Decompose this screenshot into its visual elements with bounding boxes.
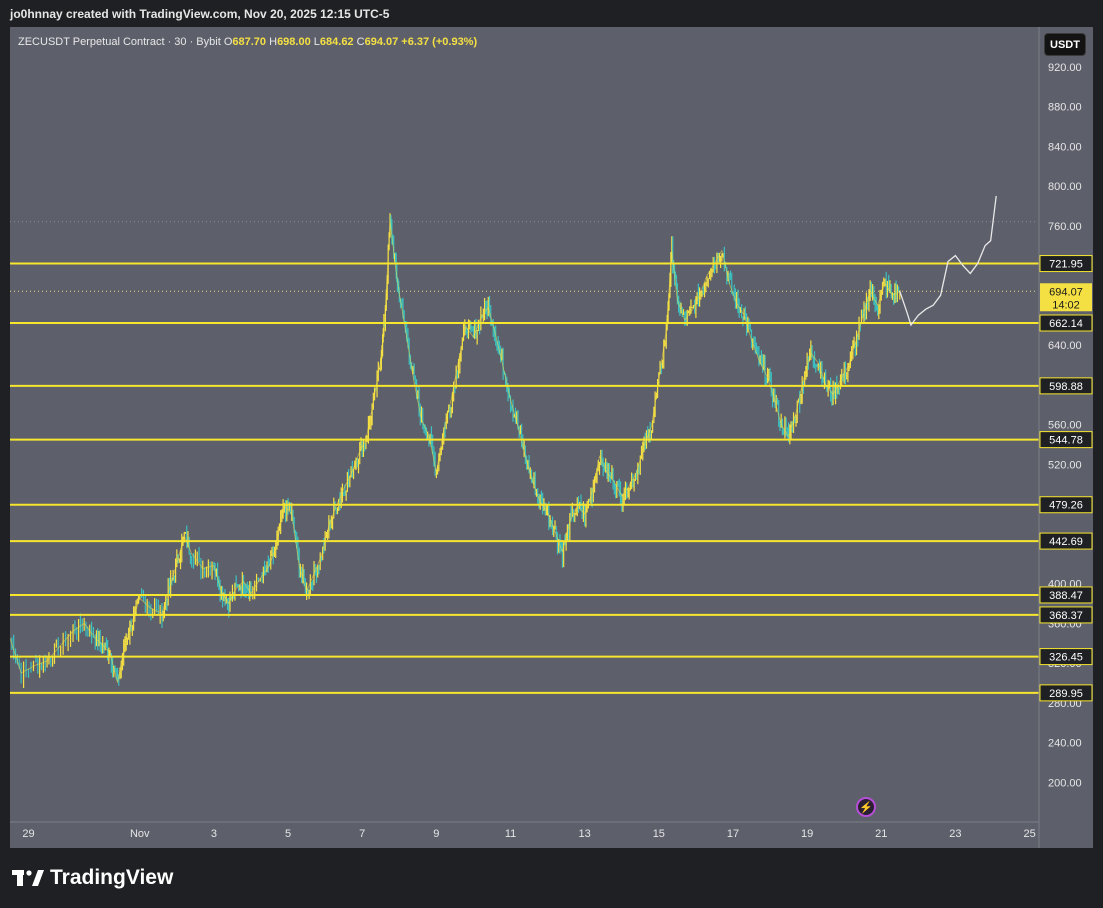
x-tick-label: 29 [22,828,34,840]
level-price-label: 662.14 [1049,318,1083,330]
level-price-label: 479.26 [1049,500,1083,512]
x-tick-label: 25 [1023,828,1035,840]
level-price-label: 289.95 [1049,688,1083,700]
y-tick-label: 560.00 [1048,420,1082,432]
x-tick-label: 11 [505,828,516,840]
x-tick-label: 3 [211,828,217,840]
x-tick-label: 23 [949,828,961,840]
dotted-levels [10,221,1037,292]
close-label: C [356,36,365,48]
x-tick-label: Nov [130,828,150,840]
x-tick-label: 7 [359,828,365,840]
tradingview-brand[interactable]: TradingView [12,866,173,890]
level-price-tag [1039,648,1093,666]
level-lines [10,262,1039,694]
current-price-label: 694.07 [1049,286,1083,298]
level-price-tag [1039,586,1093,604]
level-price-label: 544.78 [1049,435,1083,447]
x-tick-label: 21 [875,828,887,840]
y-tick-label: 920.00 [1048,62,1082,74]
projection-line [899,195,997,327]
chart-area[interactable]: 200.00240.00280.00320.00360.00400.00440.… [10,27,1093,848]
y-tick-label: 200.00 [1048,777,1082,789]
brand-text: TradingView [50,866,174,889]
x-tick-label: 13 [579,828,591,840]
chart-attribution: jo0hnnay created with TradingView.com, N… [10,7,390,21]
y-tick-label: 800.00 [1048,181,1082,193]
level-price-tag [1039,255,1093,273]
symbol-name: ZECUSDT Perpetual Contract · 30 · Bybit [18,36,221,48]
close-value: 694.07 [364,36,399,48]
level-price-tag [1039,377,1093,395]
level-price-label: 388.47 [1049,590,1083,602]
current-price-tag [1040,283,1092,312]
level-price-tag [1039,496,1093,514]
countdown-label: 14:02 [1052,299,1080,311]
lightning-icon[interactable]: ⚡ [856,797,876,817]
level-price-label: 368.37 [1049,610,1083,622]
x-tick-label: 5 [285,828,291,840]
price-line [10,220,901,683]
level-price-label: 326.45 [1049,652,1083,664]
y-tick-label: 640.00 [1048,340,1082,352]
level-price-tags: 721.95 662.14 598.88 544.78 479.26 442.69 388.… [1039,255,1093,702]
x-tick-label: 9 [433,828,439,840]
level-price-tag [1039,532,1093,550]
level-price-label: 598.88 [1049,381,1083,393]
symbol-legend: ZECUSDT Perpetual Contract · 30 · Bybit … [18,36,477,48]
x-tick-label: 19 [801,828,813,840]
level-price-label: 721.95 [1049,259,1083,271]
level-price-label: 442.69 [1049,536,1083,548]
x-tick-label: 17 [727,828,739,840]
price-series [10,213,901,689]
x-tick-label: 15 [653,828,665,840]
high-value: 698.00 [277,36,311,48]
y-tick-label: 240.00 [1048,738,1082,750]
low-value: 684.62 [319,36,354,48]
tradingview-logo-icon [12,870,44,886]
open-label: O [223,36,233,48]
price-chart[interactable]: 200.00240.00280.00320.00360.00400.00440.… [10,27,1093,848]
open-value: 687.70 [232,36,267,48]
time-axis: 29 Nov 3 5 7 9 11 13 15 17 19 21 23 25 [10,821,1039,840]
y-tick-label: 760.00 [1048,221,1082,233]
y-tick-label: 840.00 [1048,141,1082,153]
projection-series [899,195,997,327]
level-price-tag [1039,606,1093,624]
low-label: L [313,36,320,48]
level-price-tag [1039,314,1093,332]
high-label: H [269,36,278,48]
level-price-tag [1039,431,1093,449]
y-tick-label: 520.00 [1048,459,1082,471]
level-price-tag [1039,684,1093,702]
y-tick-label: 880.00 [1048,102,1082,114]
change-value: +6.37 (+0.93%) [401,36,478,48]
currency-button[interactable]: USDT [1044,33,1086,56]
